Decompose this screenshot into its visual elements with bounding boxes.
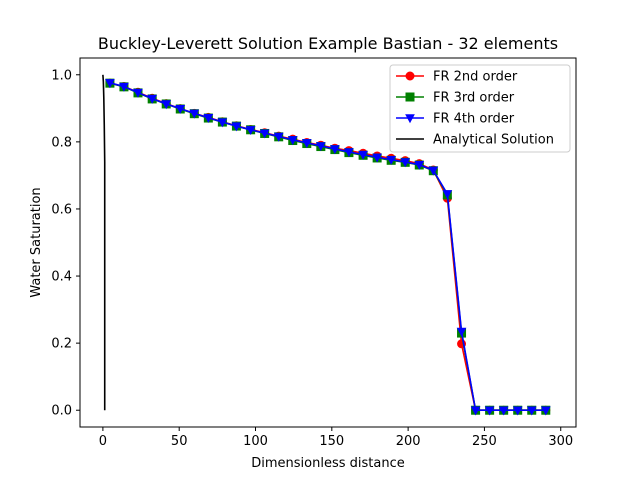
legend-label-fr-3rd-order: FR 3rd order [433, 91, 515, 106]
y-tick-label: 0.8 [51, 135, 72, 150]
series-line-analytical-solution [102, 74, 106, 411]
data-point-fr-4th-order [358, 150, 368, 160]
legend-label-fr-4th-order: FR 4th order [433, 112, 515, 127]
data-point-fr-4th-order [414, 160, 425, 170]
data-point-fr-4th-order [330, 145, 340, 155]
y-tick-label: 1.0 [51, 68, 72, 83]
legend-marker-fr-2nd-order [405, 71, 415, 81]
series-fr-4th-order [105, 79, 551, 416]
data-point-fr-4th-order [344, 148, 354, 158]
y-tick-label: 0.4 [51, 270, 72, 285]
data-point-fr-4th-order [287, 136, 298, 146]
data-point-fr-4th-order [231, 122, 242, 132]
chart-title: Buckley-Leverett Solution Example Bastia… [98, 34, 558, 53]
x-axis-ticks: 0 50 100 150 200 250 300 [99, 427, 573, 449]
y-tick-label: 0.6 [51, 202, 72, 217]
data-point-fr-4th-order [245, 126, 256, 136]
data-point-fr-4th-order [470, 406, 481, 416]
x-axis-label: Dimensionless distance [251, 456, 404, 471]
x-tick-label: 50 [171, 434, 188, 449]
data-point-fr-4th-order [119, 82, 129, 92]
data-point-fr-4th-order [512, 406, 523, 416]
data-point-fr-4th-order [217, 118, 228, 128]
x-tick-label: 0 [99, 434, 107, 449]
data-point-fr-4th-order [456, 327, 467, 337]
x-tick-label: 200 [396, 434, 421, 449]
legend-box [389, 64, 571, 153]
y-axis-ticks: 0.0 0.2 0.4 0.6 0.8 1.0 [51, 68, 80, 419]
data-point-fr-4th-order [540, 406, 551, 416]
y-axis-label: Water Saturation [29, 187, 44, 297]
legend-label-analytical-solution: Analytical Solution [433, 133, 554, 148]
data-point-fr-4th-order [105, 79, 115, 89]
x-tick-label: 300 [548, 434, 573, 449]
data-point-fr-4th-order [372, 153, 382, 163]
data-point-fr-4th-order [315, 142, 326, 152]
data-point-fr-4th-order [484, 406, 495, 416]
x-tick-label: 250 [472, 434, 497, 449]
y-tick-label: 0.0 [51, 404, 72, 419]
data-point-fr-4th-order [301, 139, 312, 149]
data-point-fr-4th-order [428, 166, 439, 176]
data-point-fr-4th-order [526, 406, 537, 416]
plot-frame [79, 57, 577, 428]
legend: FR 2nd order FR 3rd order FR 4th order Anal… [389, 64, 571, 153]
data-point-fr-4th-order [147, 94, 158, 104]
data-point-fr-4th-order [203, 114, 214, 123]
data-point-fr-4th-order [189, 109, 200, 119]
series-analytical-solution [102, 74, 106, 411]
legend-marker-fr-3rd-order [405, 92, 415, 102]
data-point-fr-4th-order [273, 132, 284, 142]
data-point-fr-4th-order [133, 88, 143, 98]
data-point-fr-4th-order [175, 104, 186, 114]
x-tick-label: 150 [319, 434, 344, 449]
data-point-fr-4th-order [400, 158, 411, 168]
data-point-fr-4th-order [259, 129, 270, 139]
legend-marker-fr-4th-order [405, 114, 415, 124]
plot-content [102, 74, 551, 416]
data-point-fr-4th-order [442, 190, 453, 200]
data-point-fr-4th-order [161, 100, 172, 110]
data-point-fr-4th-order [498, 406, 509, 416]
x-tick-label: 100 [243, 434, 268, 449]
data-point-fr-4th-order [386, 155, 397, 165]
legend-label-fr-2nd-order: FR 2nd order [433, 70, 518, 85]
y-tick-label: 0.2 [51, 337, 72, 352]
